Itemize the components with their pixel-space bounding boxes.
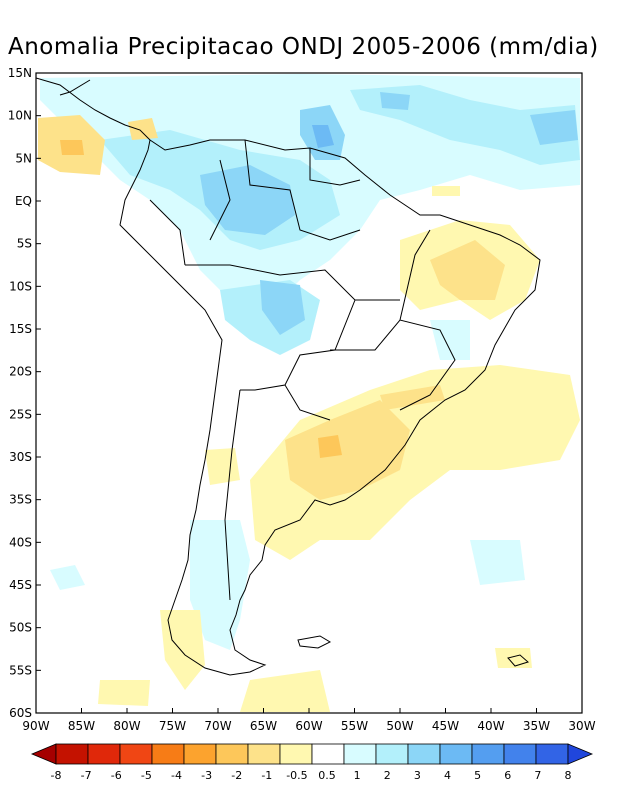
dry-anomaly-south-sea-a <box>98 680 150 706</box>
lat-tick-label: 25S <box>9 407 32 421</box>
lon-tick-label: 30W <box>568 719 595 733</box>
lon-tick-label: 35W <box>523 719 550 733</box>
lon-tick-label: 85W <box>68 719 95 733</box>
dry-anomaly-northeast-core <box>430 240 505 300</box>
country-borders <box>149 139 456 601</box>
latitude-axis: 15N 10N 5N EQ 5S 10S 15S 20S 25S 30S 35S 40S 45S 50S 5… <box>8 66 41 720</box>
lon-tick-label: 60W <box>295 719 322 733</box>
lon-tick-label: 90W <box>22 719 49 733</box>
colorbar-swatch <box>311 743 345 765</box>
colorbar-swatch <box>407 743 441 765</box>
colorbar-swatch <box>151 743 185 765</box>
dry-anomaly-amazon-mouth <box>432 186 460 196</box>
colorbar-label: -3 <box>201 769 212 782</box>
lat-tick-label: 55S <box>9 663 32 677</box>
lat-tick-label: 10S <box>9 279 32 293</box>
colorbar-label: -6 <box>111 769 122 782</box>
lat-tick-label: 45S <box>9 578 32 592</box>
lat-tick-label: 15S <box>9 322 32 336</box>
wet-anomaly-atlantic-b <box>530 110 578 145</box>
colorbar-label: 3 <box>414 769 421 782</box>
anomaly-shading <box>38 74 580 712</box>
colorbar-label: 2 <box>384 769 391 782</box>
longitude-axis: 90W 85W 80W 75W 70W 65W 60W 55W 50W 45W 40W 35W 30W <box>22 708 596 733</box>
lat-tick-label: 50S <box>9 621 32 635</box>
dry-anomaly-falklands <box>495 648 532 668</box>
colorbar-label: 0.5 <box>318 769 336 782</box>
colorbar-swatch <box>183 743 217 765</box>
colorbar-label: 4 <box>444 769 451 782</box>
colorbar-swatch <box>55 743 89 765</box>
lon-tick-label: 45W <box>432 719 459 733</box>
wet-anomaly-pacific <box>50 565 85 590</box>
colorbar-swatch <box>87 743 121 765</box>
colorbar-label: 5 <box>474 769 481 782</box>
colorbar-swatch <box>375 743 409 765</box>
wet-anomaly-atlantic-c <box>380 92 410 110</box>
colorbar-label: 8 <box>565 769 572 782</box>
colorbar-label: -8 <box>51 769 62 782</box>
lon-tick-label: 75W <box>159 719 186 733</box>
colorbar-swatch <box>119 743 153 765</box>
lon-tick-label: 65W <box>250 719 277 733</box>
colorbar-swatch <box>503 743 537 765</box>
lat-tick-label: 15N <box>8 66 32 80</box>
lon-tick-label: 55W <box>341 719 368 733</box>
colorbar-arrow-right <box>567 743 594 765</box>
map-title: Anomalia Precipitacao ONDJ 2005-2006 (mm… <box>8 34 599 60</box>
lat-tick-label: 30S <box>9 450 32 464</box>
dry-anomaly-cape-horn <box>160 610 205 690</box>
lat-tick-label: 5S <box>17 237 32 251</box>
colorbar-swatch <box>439 743 473 765</box>
lat-tick-label: 10N <box>8 109 32 123</box>
dry-anomaly-caribbean <box>128 118 158 140</box>
lat-tick-label: 5N <box>15 151 32 165</box>
colorbar-arrow-left <box>30 743 57 765</box>
colorbar: -8 -7 -6 -5 -4 -3 -2 -1 -0.5 0.5 1 2 3 4 5 6 7 8 <box>30 743 594 782</box>
wet-anomaly-central <box>260 280 305 335</box>
wet-anomaly-core-d <box>312 125 334 148</box>
colorbar-swatch <box>535 743 569 765</box>
colorbar-label: -4 <box>171 769 182 782</box>
colorbar-swatch <box>471 743 505 765</box>
colorbar-swatch <box>343 743 377 765</box>
wet-anomaly-core-b <box>200 165 295 235</box>
colorbar-swatch <box>279 743 313 765</box>
dry-anomaly-south-core-b <box>318 435 342 458</box>
wet-anomaly-southatlantic <box>470 540 525 585</box>
lat-tick-label: EQ <box>15 194 32 208</box>
lat-tick-label: 35S <box>9 493 32 507</box>
lon-tick-label: 40W <box>477 719 504 733</box>
dry-anomaly-southwest-coast <box>205 448 240 485</box>
colorbar-label: -5 <box>141 769 152 782</box>
lat-tick-label: 40S <box>9 535 32 549</box>
colorbar-label: 1 <box>354 769 361 782</box>
lat-tick-label: 20S <box>9 365 32 379</box>
dry-anomaly-pacific-north-core <box>60 140 84 155</box>
coastlines <box>36 77 541 676</box>
central-america-coastline <box>36 77 151 141</box>
colorbar-label: 6 <box>504 769 511 782</box>
colorbar-swatch <box>247 743 281 765</box>
dry-anomaly-south-sea-b <box>240 670 330 712</box>
colorbar-label: -7 <box>81 769 92 782</box>
dry-anomaly-south <box>250 365 580 560</box>
lon-tick-label: 80W <box>113 719 140 733</box>
lat-tick-label: 60S <box>9 706 32 720</box>
colorbar-swatch <box>215 743 249 765</box>
falkland-islands <box>297 635 530 667</box>
wet-anomaly-east-brazil <box>430 320 470 360</box>
dry-anomaly-south-tail <box>380 385 445 410</box>
south-america-coastline <box>119 139 541 676</box>
lon-tick-label: 50W <box>386 719 413 733</box>
colorbar-label: -1 <box>261 769 272 782</box>
colorbar-label: 7 <box>534 769 541 782</box>
lon-tick-label: 70W <box>204 719 231 733</box>
colorbar-label: -2 <box>231 769 242 782</box>
colorbar-label: -0.5 <box>286 769 307 782</box>
